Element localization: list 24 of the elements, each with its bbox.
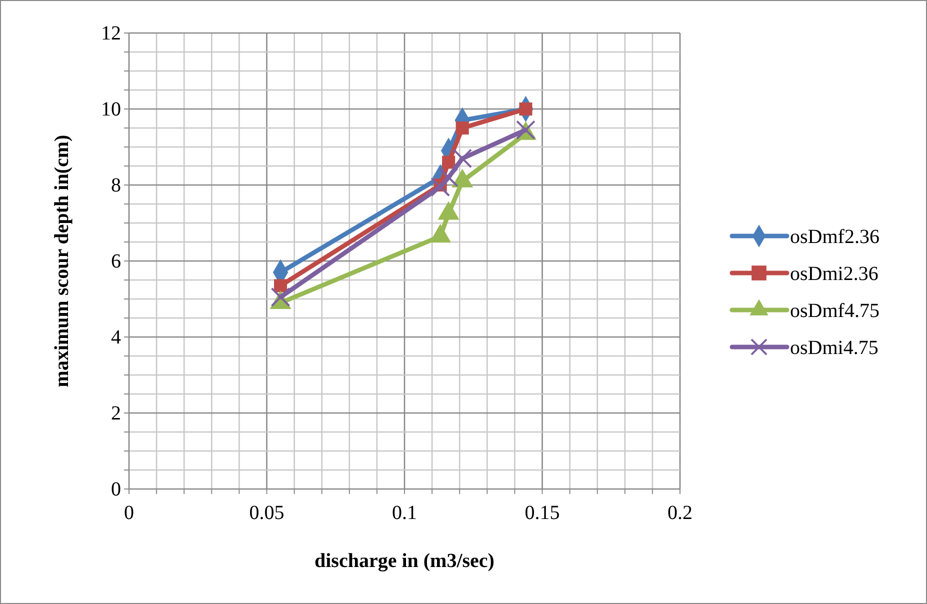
point (274, 279, 288, 292)
legend-label: osDmi2.36 (790, 263, 878, 285)
point (452, 148, 472, 168)
y-tick-label: 12 (101, 22, 121, 44)
y-tick-label: 2 (111, 402, 121, 424)
x-tick-label: 0.05 (249, 502, 284, 524)
y-tick-label: 0 (111, 478, 121, 500)
y-tick-label: 8 (111, 174, 121, 196)
x-axis-title: discharge in (m3/sec) (314, 550, 494, 572)
point (438, 168, 458, 188)
legend-label: osDmf2.36 (790, 226, 880, 248)
x-tick-label: 0.15 (524, 502, 560, 524)
y-axis-title: maximum scour depth in(cm) (51, 134, 73, 388)
y-tick-label: 4 (111, 326, 121, 348)
x-tick-label: 0.2 (668, 502, 692, 524)
point (456, 121, 469, 135)
y-tick-label: 6 (111, 250, 121, 272)
y-tick-label: 10 (101, 98, 121, 120)
legend-label: osDmi4.75 (790, 337, 878, 359)
point (430, 177, 450, 197)
x-tick-label: 0.1 (392, 502, 417, 524)
point (442, 156, 456, 169)
legend-label: osDmf4.75 (790, 300, 880, 322)
point (270, 287, 290, 307)
